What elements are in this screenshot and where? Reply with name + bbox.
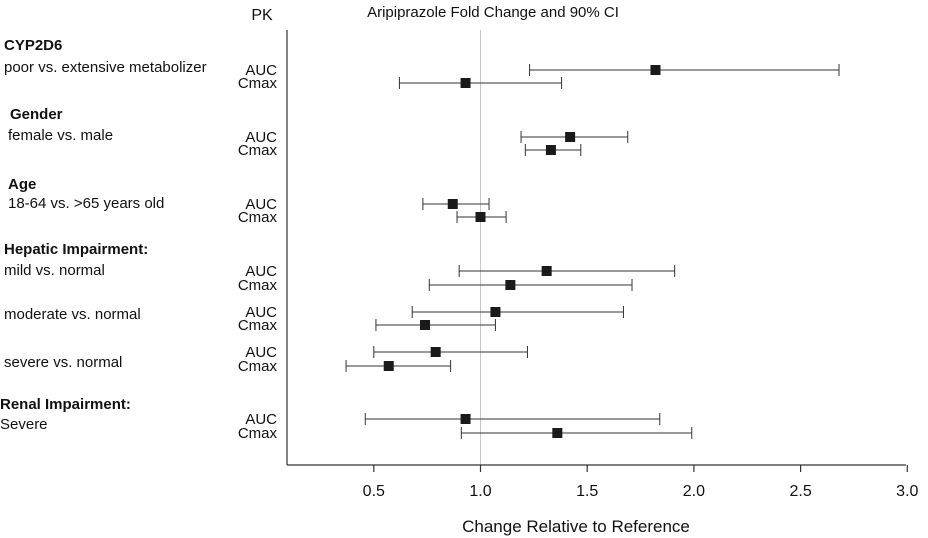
pk-label: Cmax (238, 142, 278, 159)
pk-label: Cmax (238, 75, 278, 92)
pk-column-header: PK (251, 7, 273, 24)
pk-label: AUC (245, 304, 277, 321)
point-estimate (545, 145, 556, 155)
comparison-label: 18-64 vs. >65 years old (8, 195, 164, 212)
x-tick-label: 2.0 (683, 483, 705, 500)
chart-title: Aripiprazole Fold Change and 90% CI (367, 4, 619, 21)
group-header: Renal Impairment: (0, 396, 131, 413)
pk-label: Cmax (238, 209, 278, 226)
pk-label: AUC (245, 196, 277, 213)
group-header: Age (8, 176, 36, 193)
point-estimate (383, 361, 394, 371)
point-estimate (420, 320, 431, 330)
x-tick-label: 3.0 (896, 483, 918, 500)
point-estimate (460, 78, 471, 88)
x-tick-label: 1.5 (576, 483, 598, 500)
pk-label: AUC (245, 62, 277, 79)
pk-label: Cmax (238, 317, 278, 334)
pk-label: Cmax (238, 425, 278, 442)
pk-label: Cmax (238, 277, 278, 294)
point-estimate (541, 266, 552, 276)
group-header: CYP2D6 (4, 37, 62, 54)
x-tick-label: 0.5 (363, 483, 385, 500)
comparison-label: Severe (0, 416, 48, 433)
pk-label: AUC (245, 411, 277, 428)
x-tick-label: 2.5 (789, 483, 811, 500)
comparison-label: poor vs. extensive metabolizer (4, 59, 207, 76)
pk-label: AUC (245, 129, 277, 146)
point-estimate (490, 307, 501, 317)
group-header: Hepatic Impairment: (4, 241, 148, 258)
comparison-label: moderate vs. normal (4, 306, 141, 323)
point-estimate (552, 428, 563, 438)
x-axis-ticks: 0.5 1.0 1.5 2.0 2.5 3.0 (363, 465, 919, 500)
point-estimate (447, 199, 458, 209)
point-estimate (565, 132, 576, 142)
pk-label: AUC (245, 344, 277, 361)
point-estimate (650, 65, 661, 75)
point-estimate (460, 414, 471, 424)
data-marks (345, 64, 840, 439)
point-estimate (475, 212, 486, 222)
x-axis-label: Change Relative to Reference (462, 517, 690, 536)
comparison-label: female vs. male (8, 127, 113, 144)
group-header: Gender (10, 106, 63, 123)
comparison-label: mild vs. normal (4, 262, 105, 279)
point-estimate (505, 280, 516, 290)
x-tick-label: 1.0 (469, 483, 491, 500)
point-estimate (430, 347, 441, 357)
pk-label: Cmax (238, 358, 278, 375)
comparison-label: severe vs. normal (4, 354, 122, 371)
pk-label: AUC (245, 263, 277, 280)
